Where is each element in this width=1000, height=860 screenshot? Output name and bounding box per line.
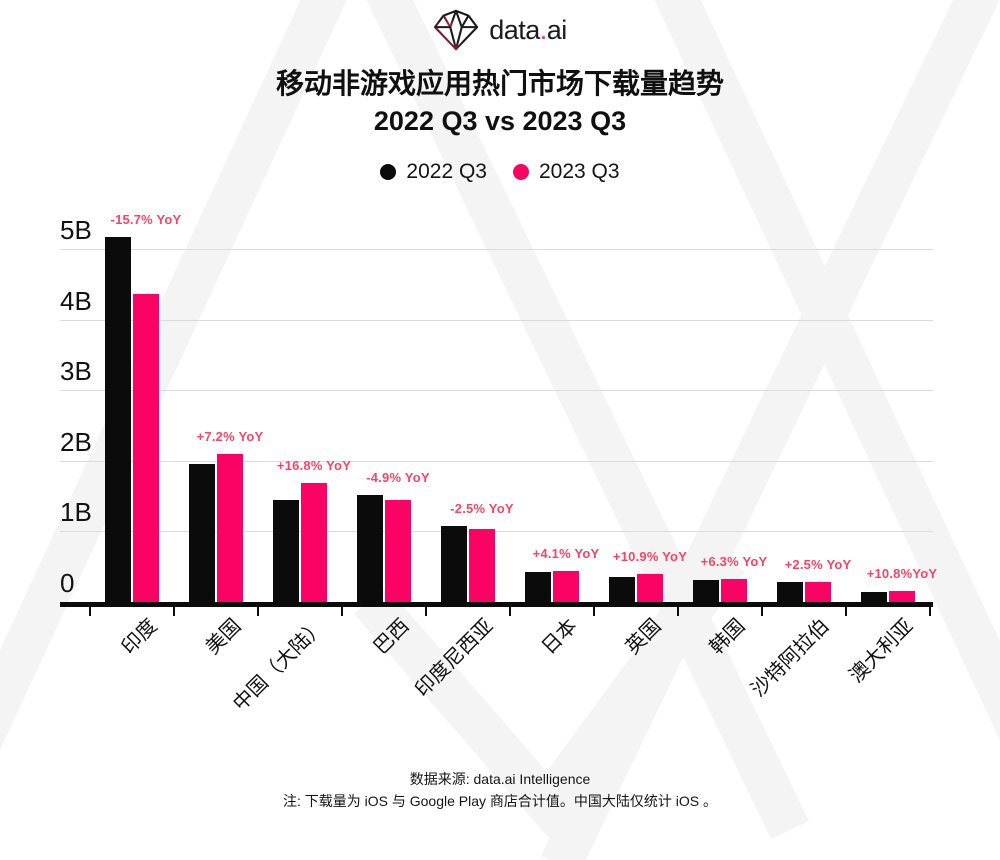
- x-axis-label: 美国: [201, 615, 246, 659]
- x-axis-tick: [425, 607, 427, 616]
- yoy-label: +7.2% YoY: [196, 428, 264, 444]
- dataai-diamond-icon: [434, 9, 479, 51]
- logo-text-ai: ai: [546, 14, 568, 45]
- x-axis-label: 印度: [117, 615, 162, 659]
- bar-2023q3: [133, 294, 159, 602]
- gridline: [60, 390, 933, 392]
- bar-2023q3: [805, 581, 831, 602]
- yoy-label: +6.3% YoY: [700, 553, 768, 569]
- x-axis-tick: [929, 607, 931, 616]
- bar-2023q3: [721, 578, 747, 602]
- bar-2022q3: [609, 577, 635, 602]
- legend-item-2023q3: 2023 Q3: [513, 160, 620, 184]
- legend-label-2023q3: 2023 Q3: [539, 160, 620, 183]
- bar-2022q3: [525, 572, 551, 602]
- yoy-label: +4.1% YoY: [532, 545, 600, 561]
- y-axis-label: 3B: [60, 356, 92, 387]
- data-source-note: 数据来源: data.ai Intelligence: [409, 771, 591, 787]
- x-axis-tick: [845, 607, 847, 616]
- logo-dot: .: [539, 14, 548, 45]
- logo-text-data: data: [489, 14, 540, 45]
- yoy-label: +16.8% YoY: [276, 457, 352, 473]
- bar-2022q3: [777, 582, 803, 602]
- bar-2022q3: [105, 236, 131, 602]
- y-axis-label: 5B: [60, 215, 92, 245]
- gridline: [60, 460, 933, 462]
- x-axis-label: 沙特阿拉伯: [747, 615, 834, 702]
- dataai-wordmark: data.ai: [489, 15, 567, 46]
- yoy-label: -4.9% YoY: [366, 470, 430, 486]
- methodology-note: 注: 下载量为 iOS 与 Google Play 商店合计值。中国大陆仅统计 …: [282, 793, 718, 809]
- legend-dot-2022q3: [380, 164, 397, 180]
- x-axis-label: 印度尼西亚: [411, 615, 498, 702]
- gridline: [60, 531, 933, 533]
- bar-2023q3: [637, 574, 663, 602]
- yoy-label: +10.8%YoY: [866, 565, 938, 581]
- x-axis-tick: [173, 607, 175, 616]
- x-axis-label: 韩国: [705, 615, 750, 659]
- bar-2023q3: [469, 528, 495, 602]
- bar-2022q3: [861, 592, 887, 602]
- x-axis-tick: [677, 607, 679, 616]
- y-axis-label: 2B: [60, 426, 92, 457]
- x-axis-tick: [89, 607, 91, 616]
- x-axis-tick: [593, 607, 595, 616]
- x-axis-label: 日本: [537, 615, 582, 659]
- yoy-label: +10.9% YoY: [612, 549, 688, 565]
- bar-2022q3: [273, 499, 299, 602]
- x-axis-label: 巴西: [369, 615, 414, 659]
- y-axis-label: 4B: [60, 285, 92, 316]
- x-axis-label: 澳大利亚: [845, 615, 918, 688]
- y-axis-label: 1B: [60, 497, 92, 528]
- bar-2023q3: [301, 482, 327, 602]
- bar-2023q3: [385, 500, 411, 602]
- bar-2023q3: [553, 570, 579, 602]
- x-axis-line: [60, 602, 933, 607]
- chart-subtitle: 2022 Q3 vs 2023 Q3: [373, 106, 627, 136]
- legend: 2022 Q3 2023 Q3: [0, 160, 1000, 184]
- legend-label-2022q3: 2022 Q3: [406, 160, 487, 183]
- x-axis-label: 英国: [621, 615, 666, 659]
- bar-2023q3: [889, 590, 915, 602]
- chart-title: 移动非游戏应用热门市场下载量趋势: [275, 68, 724, 99]
- x-axis-tick: [341, 607, 343, 616]
- legend-item-2022q3: 2022 Q3: [380, 160, 487, 184]
- gridline: [60, 319, 933, 321]
- bar-2023q3: [217, 453, 243, 602]
- bar-2022q3: [693, 580, 719, 602]
- bar-2022q3: [441, 526, 467, 602]
- x-axis-tick: [761, 607, 763, 616]
- yoy-label: -2.5% YoY: [450, 501, 514, 517]
- y-axis-label: 0: [60, 568, 75, 598]
- x-axis-tick: [257, 607, 259, 616]
- x-axis-tick: [509, 607, 511, 616]
- bar-2022q3: [357, 495, 383, 602]
- yoy-label: -15.7% YoY: [110, 211, 182, 227]
- dataai-logo: data.ai: [0, 8, 1000, 52]
- gridline: [60, 249, 933, 250]
- footer-notes: 数据来源: data.ai Intelligence 注: 下载量为 iOS 与…: [0, 768, 1000, 812]
- yoy-label: +2.5% YoY: [784, 556, 852, 572]
- bar-2022q3: [189, 463, 215, 602]
- legend-dot-2023q3: [513, 164, 529, 180]
